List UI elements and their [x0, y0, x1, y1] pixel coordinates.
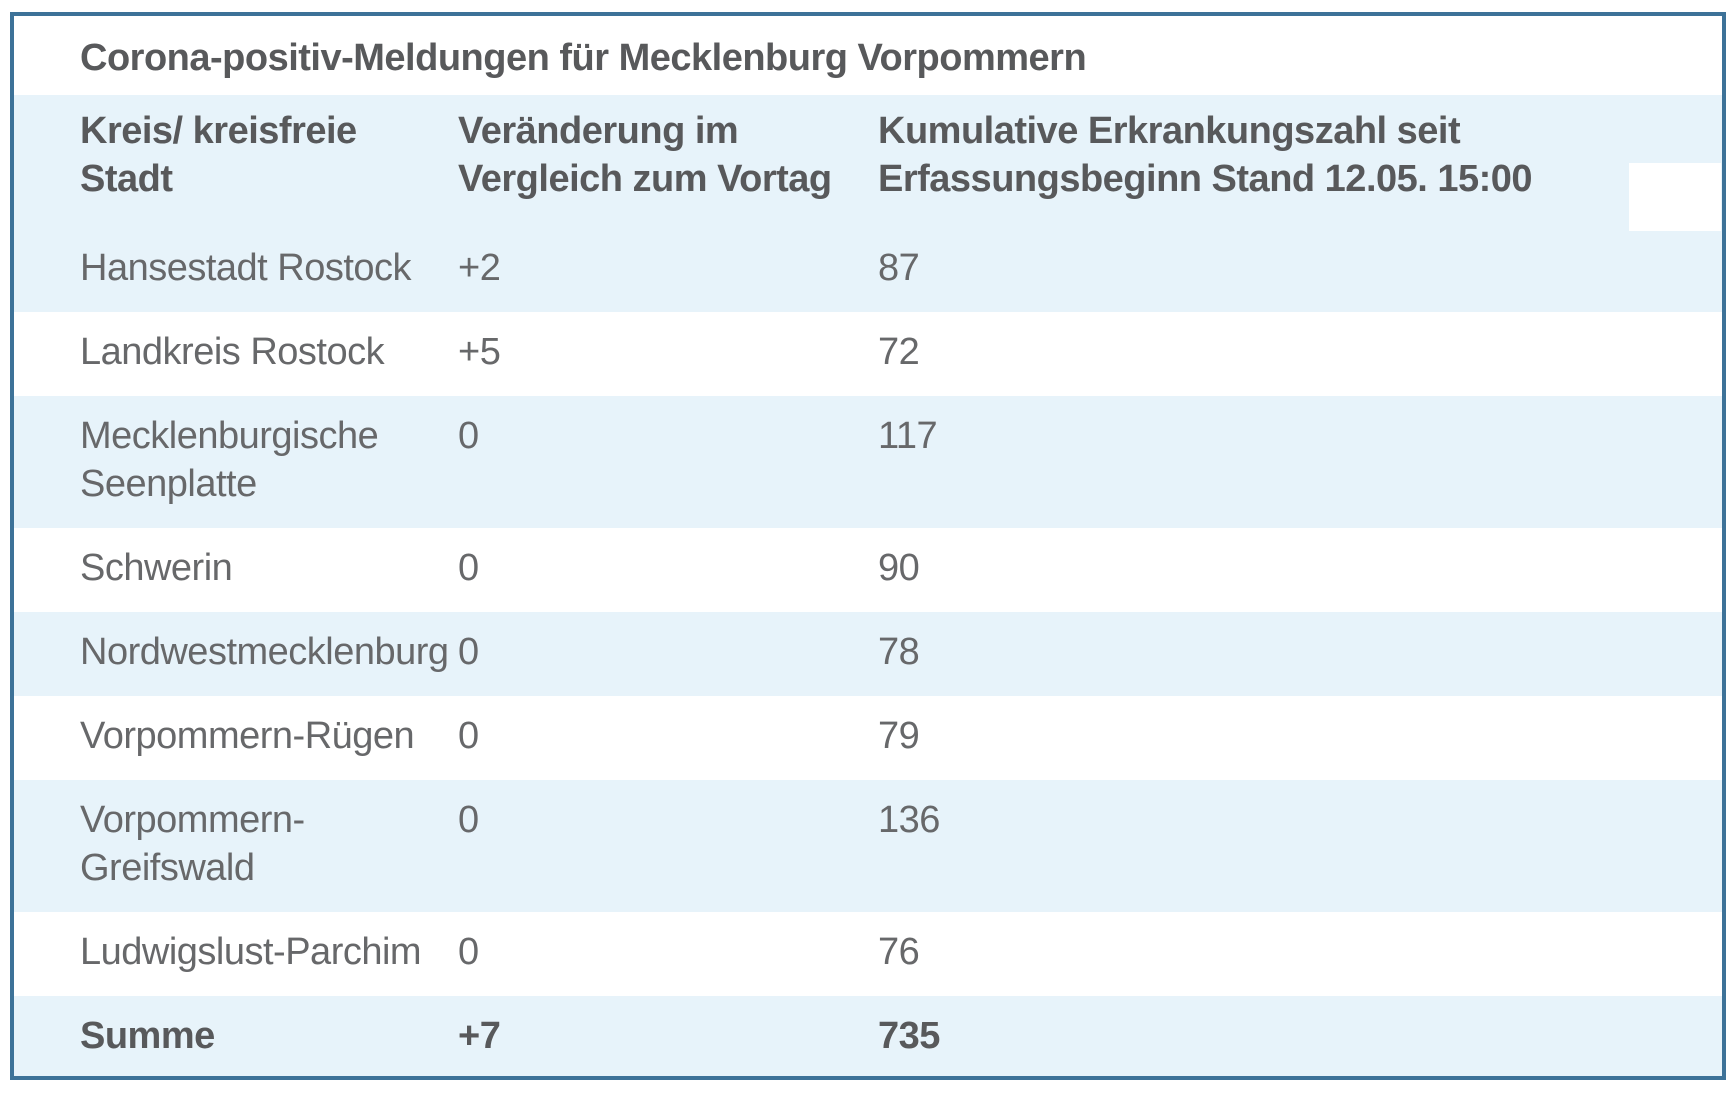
- cell-kumulativ: 117: [878, 396, 1722, 528]
- table-body: Hansestadt Rostock +2 87 Landkreis Rostock +…: [14, 228, 1722, 1076]
- cell-veraenderung: +5: [458, 312, 878, 396]
- table-row: Mecklenburgische Seenplatte 0 117: [14, 396, 1722, 528]
- table-row: Landkreis Rostock +5 72: [14, 312, 1722, 396]
- table-row-summe: Summe +7 735: [14, 996, 1722, 1076]
- cell-kreis-line: Landkreis Rostock: [80, 331, 385, 373]
- cell-kreis-line: Mecklenburgische: [80, 415, 379, 457]
- table-header: Kreis/ kreisfreie Stadt Veränderung im V…: [14, 95, 1722, 228]
- column-header-label: Erfassungsbeginn Stand 12.05. 15:00: [878, 158, 1533, 200]
- cell-kumulativ: 90: [878, 528, 1722, 612]
- table-row: Nordwestmecklenburg 0 78: [14, 612, 1722, 696]
- cell-kreis-line: Vorpommern-Rügen: [80, 715, 415, 757]
- cell-kreis: Schwerin: [14, 528, 458, 612]
- cell-kreis: Vorpommern- Greifswald: [14, 780, 458, 912]
- cell-veraenderung: 0: [458, 612, 878, 696]
- cell-kreis-line: Schwerin: [80, 547, 233, 589]
- column-header-label: Vergleich zum Vortag: [458, 158, 832, 200]
- table-row: Vorpommern- Greifswald 0 136: [14, 780, 1722, 912]
- cell-kreis: Hansestadt Rostock: [14, 228, 458, 312]
- table-row: Schwerin 0 90: [14, 528, 1722, 612]
- cell-kumulativ: 136: [878, 780, 1722, 912]
- table-row: Vorpommern-Rügen 0 79: [14, 696, 1722, 780]
- cell-kreis: Landkreis Rostock: [14, 312, 458, 396]
- cell-kreis: Ludwigslust-Parchim: [14, 912, 458, 996]
- column-header-kumulativ: Kumulative Erkrankungszahl seit Erfassun…: [878, 95, 1722, 228]
- cell-veraenderung: +7: [458, 996, 878, 1076]
- cell-veraenderung: 0: [458, 528, 878, 612]
- cell-kreis: Vorpommern-Rügen: [14, 696, 458, 780]
- cell-kreis-line: Summe: [80, 1015, 215, 1057]
- cell-kreis-line: Seenplatte: [80, 463, 257, 505]
- cell-kreis: Summe: [14, 996, 458, 1076]
- cell-kumulativ: 76: [878, 912, 1722, 996]
- cell-kreis: Mecklenburgische Seenplatte: [14, 396, 458, 528]
- cell-kreis: Nordwestmecklenburg: [14, 612, 458, 696]
- cell-kumulativ: 79: [878, 696, 1722, 780]
- table-row: Hansestadt Rostock +2 87: [14, 228, 1722, 312]
- cell-kumulativ: 735: [878, 996, 1722, 1076]
- column-header-label: Veränderung im: [458, 110, 739, 152]
- cell-kumulativ: 72: [878, 312, 1722, 396]
- column-header-veraenderung: Veränderung im Vergleich zum Vortag: [458, 95, 878, 228]
- cell-veraenderung: 0: [458, 396, 878, 528]
- cell-kreis-line: Hansestadt Rostock: [80, 247, 412, 289]
- cell-veraenderung: +2: [458, 228, 878, 312]
- header-row: Kreis/ kreisfreie Stadt Veränderung im V…: [14, 95, 1722, 228]
- cell-kreis-line: Vorpommern-: [80, 799, 305, 841]
- corona-table: Kreis/ kreisfreie Stadt Veränderung im V…: [14, 95, 1722, 1076]
- cell-veraenderung: 0: [458, 696, 878, 780]
- cell-veraenderung: 0: [458, 780, 878, 912]
- cell-kreis-line: Greifswald: [80, 847, 255, 889]
- cell-kreis-line: Nordwestmecklenburg: [80, 631, 449, 673]
- corona-table-frame: Corona-positiv-Meldungen für Mecklenburg…: [10, 12, 1726, 1080]
- cell-kumulativ: 78: [878, 612, 1722, 696]
- header-white-patch: [1629, 163, 1721, 231]
- column-header-label: Kumulative Erkrankungszahl seit: [878, 110, 1461, 152]
- column-header-kreis: Kreis/ kreisfreie Stadt: [14, 95, 458, 228]
- cell-veraenderung: 0: [458, 912, 878, 996]
- table-row: Ludwigslust-Parchim 0 76: [14, 912, 1722, 996]
- cell-kumulativ: 87: [878, 228, 1722, 312]
- cell-kreis-line: Ludwigslust-Parchim: [80, 931, 422, 973]
- table-title: Corona-positiv-Meldungen für Mecklenburg…: [14, 16, 1722, 95]
- column-header-label: Kreis/ kreisfreie Stadt: [80, 110, 357, 200]
